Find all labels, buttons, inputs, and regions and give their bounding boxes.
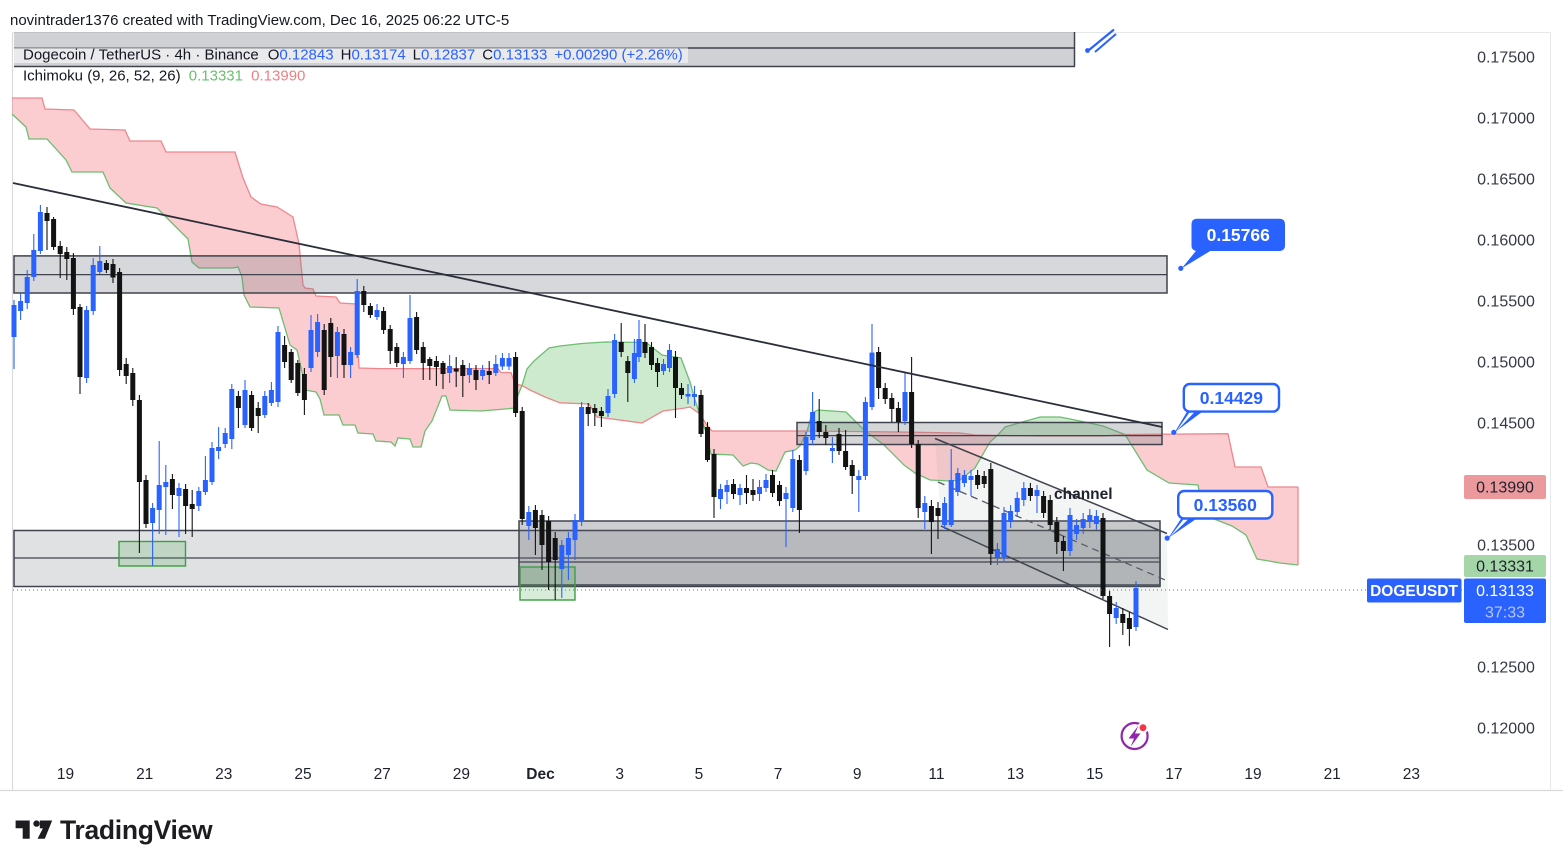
- svg-text:29: 29: [453, 766, 470, 783]
- svg-text:0.12000: 0.12000: [1477, 721, 1535, 738]
- svg-text:0.15000: 0.15000: [1477, 355, 1535, 372]
- svg-text:0.13500: 0.13500: [1477, 538, 1535, 555]
- svg-text:0.13133: 0.13133: [1476, 583, 1534, 600]
- svg-text:0.15500: 0.15500: [1477, 294, 1535, 311]
- svg-text:3: 3: [615, 766, 624, 783]
- svg-text:0.17000: 0.17000: [1477, 111, 1535, 128]
- svg-text:channel: channel: [1054, 486, 1113, 503]
- svg-text:0.12500: 0.12500: [1477, 660, 1535, 677]
- svg-text:11: 11: [928, 766, 944, 783]
- svg-text:DOGEUSDT: DOGEUSDT: [1370, 583, 1458, 600]
- svg-text:TradingView: TradingView: [60, 815, 213, 845]
- svg-text:0.17500: 0.17500: [1477, 50, 1535, 67]
- svg-text:9: 9: [853, 766, 862, 783]
- svg-text:0.16000: 0.16000: [1477, 233, 1535, 250]
- svg-text:19: 19: [57, 766, 74, 783]
- svg-text:0.13560: 0.13560: [1194, 495, 1258, 515]
- svg-text:0.13331: 0.13331: [1476, 559, 1534, 576]
- svg-text:0.14500: 0.14500: [1477, 416, 1535, 433]
- svg-text:25: 25: [294, 766, 311, 783]
- svg-text:5: 5: [695, 766, 704, 783]
- svg-text:27: 27: [374, 766, 391, 783]
- svg-text:15: 15: [1086, 766, 1103, 783]
- svg-text:0.15766: 0.15766: [1207, 225, 1271, 245]
- svg-text:0.16500: 0.16500: [1477, 172, 1535, 189]
- svg-text:Dec: Dec: [526, 766, 555, 783]
- svg-text:21: 21: [1324, 766, 1341, 783]
- svg-text:21: 21: [136, 766, 153, 783]
- svg-text:0.14429: 0.14429: [1200, 388, 1264, 408]
- svg-text:novintrader1376 created with T: novintrader1376 created with TradingView…: [10, 12, 509, 29]
- svg-text:37:33: 37:33: [1485, 605, 1525, 622]
- svg-text:23: 23: [1403, 766, 1420, 783]
- svg-text:13: 13: [1007, 766, 1024, 783]
- svg-text:Ichimoku (9, 26, 52, 26) 0.13: Ichimoku (9, 26, 52, 26) 0.13331 0.13990: [23, 68, 305, 85]
- svg-text:7: 7: [774, 766, 783, 783]
- svg-text:23: 23: [215, 766, 232, 783]
- svg-text:17: 17: [1165, 766, 1182, 783]
- svg-text:0.13990: 0.13990: [1476, 480, 1534, 497]
- svg-text:19: 19: [1244, 766, 1261, 783]
- svg-text:Dogecoin / TetherUS · 4h · Bin: Dogecoin / TetherUS · 4h · Binance O0.128…: [23, 47, 683, 64]
